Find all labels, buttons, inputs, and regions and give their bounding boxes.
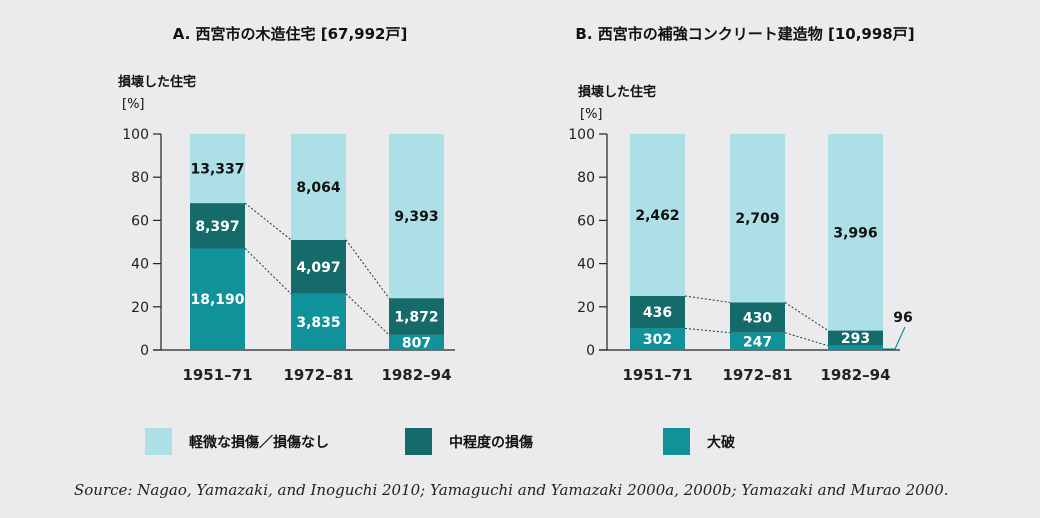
bar-severe-2	[730, 332, 785, 350]
legend-swatch-severe	[663, 428, 690, 455]
y-tick-label: 0	[586, 343, 595, 359]
bar-moderate-2	[730, 302, 785, 333]
connector-line	[684, 295, 731, 303]
y-tick-label: 40	[131, 257, 149, 273]
y-axis-unit: [%]	[580, 107, 603, 122]
chart-b: B. 西宮市の補強コンクリート建造物 [10,998戸] 損壊した住宅 [%] 0 20…	[568, 25, 914, 384]
connector-line	[244, 248, 292, 295]
bar-moderate-1	[630, 296, 685, 329]
source-note: Source: Nagao, Yamazaki, and Inoguchi 20…	[74, 481, 949, 499]
bar-moderate-3	[828, 330, 883, 346]
bar-moderate-1	[190, 203, 245, 249]
bar-minor-3	[389, 134, 444, 299]
y-tick-label: 60	[577, 213, 595, 229]
bar-moderate-2	[291, 239, 346, 294]
data-label-minor: 8,064	[296, 180, 341, 196]
bar-minor-2	[730, 134, 785, 303]
bar-minor-2	[291, 134, 346, 240]
y-tick-label: 0	[140, 343, 149, 359]
data-label-severe: 96	[893, 310, 912, 326]
y-tick-label: 60	[131, 213, 149, 229]
x-tick-label: 1951–71	[182, 366, 252, 384]
y-tick-label: 40	[577, 257, 595, 273]
y-tick-label: 100	[122, 127, 149, 143]
data-label-severe: 302	[643, 332, 672, 348]
y-tick-label: 100	[568, 127, 595, 143]
legend-swatch-minor	[145, 428, 172, 455]
connector-line	[244, 202, 292, 241]
data-label-moderate: 1,872	[394, 310, 438, 326]
legend-label-severe: 大破	[707, 434, 735, 451]
data-label-minor: 13,337	[190, 162, 244, 178]
data-label-minor: 9,393	[394, 209, 438, 225]
leader-line	[881, 326, 906, 350]
y-axis-unit: [%]	[122, 97, 145, 112]
y-axis-label: 損壊した住宅	[118, 74, 196, 90]
connector-line	[345, 293, 390, 336]
x-tick-label: 1982–94	[820, 366, 890, 384]
data-label-moderate: 8,397	[195, 219, 239, 235]
y-tick-label: 80	[131, 170, 149, 186]
connector-line	[784, 332, 829, 347]
legend-swatch-moderate	[405, 428, 432, 455]
data-label-moderate: 436	[643, 305, 672, 321]
data-label-moderate: 293	[841, 331, 870, 347]
data-label-minor: 2,462	[635, 208, 679, 224]
y-tick-label: 20	[577, 300, 595, 316]
y-tick-label: 80	[577, 170, 595, 186]
chart-title: A. 西宮市の木造住宅 [67,992戸]	[173, 25, 408, 43]
legend-label-minor: 軽微な損傷／損傷なし	[189, 434, 329, 451]
connector-line	[684, 327, 731, 334]
y-tick-label: 20	[131, 300, 149, 316]
data-label-severe: 247	[743, 334, 772, 350]
chart-title: B. 西宮市の補強コンクリート建造物 [10,998戸]	[575, 25, 914, 43]
x-tick-label: 1982–94	[381, 366, 451, 384]
y-axis-label: 損壊した住宅	[578, 84, 656, 100]
connector-line	[784, 302, 829, 331]
data-label-minor: 3,996	[833, 225, 877, 241]
connector-line	[345, 239, 390, 299]
legend-label-moderate: 中程度の損傷	[449, 434, 533, 451]
bar-severe-3	[389, 334, 444, 350]
data-label-moderate: 430	[743, 311, 772, 327]
bar-severe-1	[630, 328, 685, 350]
x-tick-label: 1951–71	[622, 366, 692, 384]
data-label-moderate: 4,097	[296, 260, 340, 276]
data-label-severe: 3,835	[296, 315, 340, 331]
bar-severe-1	[190, 248, 245, 350]
legend: 軽微な損傷／損傷なし 中程度の損傷 大破	[145, 428, 735, 455]
data-label-severe: 18,190	[190, 292, 244, 308]
chart-a: A. 西宮市の木造住宅 [67,992戸] 損壊した住宅 [%] 0 20 40 60 80 1…	[118, 25, 455, 384]
bar-minor-3	[828, 134, 883, 331]
data-label-minor: 2,709	[735, 211, 779, 227]
bar-minor-1	[630, 134, 685, 296]
bar-severe-3	[828, 345, 883, 350]
bar-severe-2	[291, 293, 346, 350]
bar-minor-1	[190, 134, 245, 204]
data-label-severe: 807	[402, 335, 431, 351]
x-tick-label: 1972–81	[283, 366, 353, 384]
x-tick-label: 1972–81	[722, 366, 792, 384]
bar-moderate-3	[389, 298, 444, 335]
